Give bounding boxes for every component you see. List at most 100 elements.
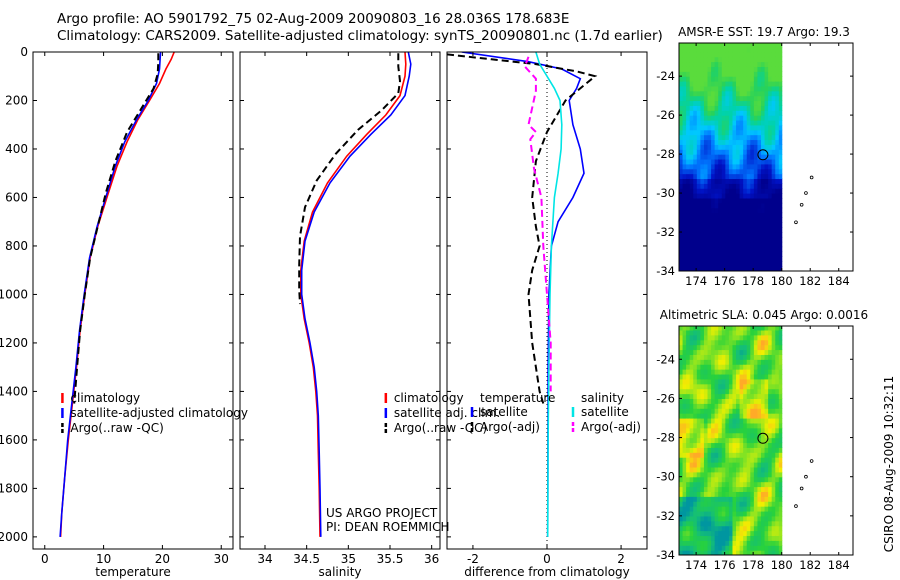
map-y-tick-label: -32 [656, 225, 675, 239]
y-tick-label: 800 [5, 239, 28, 253]
float-track-point [809, 459, 814, 463]
legend-label: Argo(-adj) [480, 420, 540, 434]
legend-label: satellite [480, 405, 528, 419]
series-line-salinity-satellite [535, 52, 563, 537]
y-tick-label: 1200 [0, 336, 28, 350]
float-track-point [804, 474, 808, 479]
figure-title-line2: Climatology: CARS2009. Satellite-adjuste… [57, 28, 663, 44]
x-tick-label: 20 [155, 552, 170, 566]
x-tick-label: 35.5 [377, 552, 404, 566]
x-axis-label: salinity [318, 565, 361, 579]
map-y-tick-label: -34 [656, 548, 675, 562]
series-line-temperature-satellite [461, 52, 585, 537]
x-tick-label: 36 [424, 552, 439, 566]
x-tick-label: 0 [543, 552, 551, 566]
y-tick-label: 1600 [0, 433, 28, 447]
float-track-point [809, 175, 814, 180]
legend-label: satellite-adjusted climatology [70, 406, 248, 420]
map-y-tick-label: -26 [656, 391, 675, 405]
float-track-point [794, 220, 798, 225]
legend-label: climatology [394, 391, 464, 405]
map-x-tick-label: 182 [799, 558, 821, 572]
map-y-tick-label: -30 [656, 470, 675, 484]
figure-title-line1: Argo profile: AO 5901792_75 02-Aug-2009 … [57, 11, 570, 27]
legend-group-title: salinity [581, 391, 624, 405]
map-y-tick-label: -32 [656, 509, 675, 523]
project-annotation: US ARGO PROJECT [326, 506, 438, 520]
y-tick-label: 1000 [0, 287, 28, 301]
map-x-tick-label: 180 [771, 274, 793, 288]
map-y-tick-label: -30 [656, 186, 675, 200]
map-x-tick-label: 180 [771, 558, 793, 572]
series-line-temperature-argo-adj- [447, 53, 598, 404]
float-track-point [799, 486, 804, 491]
y-tick-label: 200 [5, 93, 28, 107]
map-frame [678, 325, 854, 556]
panel-salinity: 34 34.5 35 35.5 36salinityclimatologysatelli… [239, 51, 500, 579]
map-title: AMSR-E SST: 19.7 Argo: 19.3 [678, 25, 850, 39]
x-tick-label: 35 [341, 552, 356, 566]
legend-label: Argo(..raw -QC) [70, 421, 163, 435]
map-x-tick-label: 178 [742, 558, 764, 572]
legend-label: climatology [70, 391, 140, 405]
legend-label: Argo(..raw -QC) [394, 421, 487, 435]
x-tick-label: 34 [257, 552, 272, 566]
map-sst: 174 176 178 180 182 184 -24 -26 -28 -30 -32 -34 AMSR… [656, 25, 854, 288]
x-tick-label: 2 [617, 552, 625, 566]
map-x-tick-label: 176 [714, 558, 736, 572]
panel-frame [32, 51, 234, 550]
float-track-point [794, 504, 798, 508]
map-y-tick-label: -34 [656, 264, 675, 278]
legend-group-title: temperature [480, 391, 555, 405]
map-title: Altimetric SLA: 0.045 Argo: 0.0016 [660, 308, 868, 322]
map-x-tick-label: 174 [685, 558, 707, 572]
map-y-tick-label: -28 [656, 431, 675, 445]
y-tick-label: 600 [5, 190, 28, 204]
map-x-tick-label: 184 [828, 558, 850, 572]
series-line-satellite-adj-clim- [300, 52, 412, 537]
y-tick-label: 1400 [0, 384, 28, 398]
map-y-tick-label: -26 [656, 108, 675, 122]
profile-location-marker [757, 149, 769, 161]
x-axis-label: difference from climatology [464, 565, 630, 579]
series-line-climatology [300, 52, 407, 537]
series-line-salinity-argo-adj- [523, 56, 552, 392]
x-tick-label: 10 [96, 552, 111, 566]
y-tick-label: 1800 [0, 481, 28, 495]
map-x-tick-label: 176 [714, 274, 736, 288]
map-x-tick-label: 182 [799, 274, 821, 288]
series-line-climatology [59, 52, 175, 537]
map-x-tick-label: 174 [685, 274, 707, 288]
panel-frame [239, 51, 441, 550]
map-field [679, 326, 783, 555]
map-y-tick-label: -28 [656, 147, 675, 161]
x-axis-label: temperature [95, 565, 170, 579]
legend-label: satellite [581, 405, 629, 419]
map-y-tick-label: -24 [656, 352, 675, 366]
y-tick-label: 2000 [0, 530, 28, 544]
csiro-timestamp: CSIRO 08-Aug-2009 10:32:11 [882, 376, 896, 552]
map-x-tick-label: 178 [742, 274, 764, 288]
map-field [679, 43, 783, 271]
legend: temperature salinitysatelliteArgo(-adj)sa… [470, 391, 641, 434]
y-tick-label: 400 [5, 142, 28, 156]
x-tick-label: -2 [467, 552, 479, 566]
x-tick-label: 30 [214, 552, 229, 566]
x-tick-label: 0 [41, 552, 49, 566]
map-y-tick-label: -24 [656, 69, 675, 83]
map-frame [678, 42, 854, 272]
map-sla: 174 176 178 180 182 184 -24 -26 -28 -30 -32 -34 Alti… [656, 308, 868, 572]
series-line-satellite-adjusted-climatology [59, 52, 162, 537]
float-track-point [799, 202, 804, 207]
x-tick-label: 34.5 [293, 552, 320, 566]
map-x-tick-label: 184 [828, 274, 850, 288]
profile-location-marker [757, 432, 769, 444]
legend-label: Argo(-adj) [581, 420, 641, 434]
project-annotation: PI: DEAN ROEMMICH [326, 520, 449, 534]
panel-temperature: 0 10 20 30 0 200 400 600 800 1000 1200 1400 1600 1800… [0, 45, 248, 579]
y-tick-label: 0 [20, 45, 28, 59]
series-line-argo-raw-qc- [298, 53, 402, 305]
